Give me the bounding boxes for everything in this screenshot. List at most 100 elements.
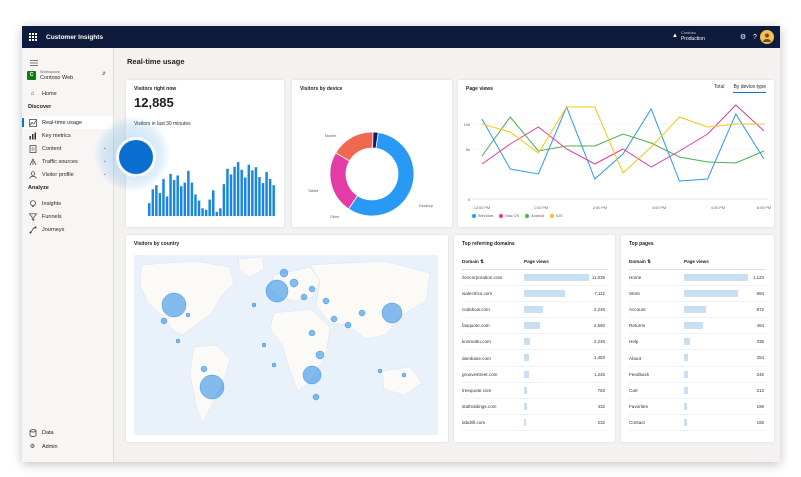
- country-bubble[interactable]: [358, 309, 366, 317]
- table-row[interactable]: Feedback 246: [629, 366, 766, 383]
- waffle-icon[interactable]: [22, 26, 44, 48]
- sidebar-item-data[interactable]: Data: [22, 426, 113, 439]
- tab-by-device-type[interactable]: By device type: [733, 84, 766, 93]
- country-bubble[interactable]: [200, 365, 208, 373]
- table-row[interactable]: zencorporation.com 11,029: [462, 269, 607, 286]
- table-row[interactable]: statholdings.com 432: [462, 398, 607, 416]
- bar[interactable]: [258, 176, 261, 216]
- column-header-page-views[interactable]: Page views: [524, 255, 607, 270]
- bar[interactable]: [261, 183, 265, 216]
- bar[interactable]: [165, 196, 169, 216]
- table-row[interactable]: Store 984: [629, 285, 766, 302]
- sidebar-item-real-time-usage[interactable]: Real-time usage: [22, 116, 113, 129]
- bar[interactable]: [240, 169, 243, 216]
- country-bubble[interactable]: [160, 317, 168, 325]
- bar[interactable]: [162, 179, 165, 216]
- table-row[interactable]: konmattu.com 2,245: [462, 333, 607, 351]
- avatar-icon[interactable]: [760, 30, 774, 44]
- tab-total[interactable]: Total: [713, 84, 725, 90]
- workspace-selector[interactable]: C Workspace Contoso Web ⇵: [27, 67, 111, 83]
- bar[interactable]: [148, 203, 151, 216]
- bar[interactable]: [251, 170, 254, 216]
- bar[interactable]: [194, 194, 197, 216]
- country-bubble[interactable]: [199, 374, 225, 400]
- country-bubble[interactable]: [308, 285, 316, 293]
- legend-item[interactable]: iOS: [550, 214, 563, 218]
- country-bubble[interactable]: [289, 278, 299, 288]
- help-icon[interactable]: ?: [753, 33, 757, 41]
- country-bubble[interactable]: [302, 365, 322, 385]
- donut-slice[interactable]: [335, 131, 374, 162]
- table-row[interactable]: Account 872: [629, 301, 766, 319]
- bar[interactable]: [215, 211, 219, 216]
- country-bubble[interactable]: [175, 338, 181, 344]
- bar[interactable]: [158, 192, 162, 216]
- country-bubble[interactable]: [312, 393, 320, 401]
- table-row[interactable]: Returns 464: [629, 317, 766, 335]
- bar[interactable]: [169, 173, 172, 216]
- bar[interactable]: [183, 182, 187, 216]
- table-row[interactable]: isalectrics.com 7,112: [462, 285, 607, 302]
- table-row[interactable]: labdrill.com 232: [462, 414, 607, 432]
- bar[interactable]: [172, 180, 176, 216]
- country-bubble[interactable]: [381, 302, 403, 324]
- bar[interactable]: [219, 208, 222, 216]
- bar[interactable]: [190, 182, 194, 216]
- table-row[interactable]: dambase.com 1,453: [462, 349, 607, 367]
- table-row[interactable]: groovestreet.com 1,245: [462, 366, 607, 383]
- donut-slice[interactable]: [348, 132, 415, 217]
- environment-picker[interactable]: ▲ Contoso Production: [672, 30, 705, 42]
- country-bubble[interactable]: [377, 368, 383, 374]
- country-bubble[interactable]: [279, 268, 289, 278]
- sidebar-item-admin[interactable]: ⚙ Admin: [22, 440, 113, 453]
- bar[interactable]: [247, 164, 251, 216]
- legend-item[interactable]: Mac OS: [499, 214, 519, 218]
- bar[interactable]: [254, 167, 258, 216]
- table-row[interactable]: fasquote.com 2,560: [462, 317, 607, 335]
- table-row[interactable]: treequote.com 763: [462, 382, 607, 400]
- column-header-domain[interactable]: Domain ⇅: [462, 255, 524, 270]
- series-line[interactable]: [481, 105, 765, 182]
- table-row[interactable]: Home 1,123: [629, 269, 766, 286]
- country-bubble[interactable]: [251, 302, 257, 308]
- gear-icon[interactable]: ⚙: [739, 34, 747, 41]
- bar[interactable]: [212, 190, 215, 216]
- country-bubble[interactable]: [300, 293, 308, 301]
- bar[interactable]: [204, 209, 208, 216]
- hamburger-icon[interactable]: [30, 53, 38, 66]
- series-line[interactable]: [481, 104, 765, 168]
- bar[interactable]: [244, 177, 247, 217]
- series-line[interactable]: [481, 106, 764, 174]
- donut-slice[interactable]: [372, 131, 379, 149]
- sidebar-item-key-metrics[interactable]: Key metrics: [22, 129, 113, 142]
- legend-item[interactable]: Android: [525, 214, 544, 218]
- bar[interactable]: [151, 189, 155, 216]
- country-bubble[interactable]: [330, 315, 338, 323]
- bar[interactable]: [233, 166, 236, 216]
- country-bubble[interactable]: [308, 329, 316, 337]
- table-row[interactable]: Cart 213: [629, 382, 766, 400]
- sidebar-item-insights[interactable]: Insights: [22, 197, 113, 210]
- country-bubble[interactable]: [271, 362, 277, 368]
- legend-item[interactable]: Windows: [472, 214, 493, 218]
- country-bubble[interactable]: [265, 279, 289, 303]
- sidebar-item-visitor-profile[interactable]: Visitor profile ⌄: [22, 168, 113, 181]
- table-row[interactable]: About 254: [629, 349, 766, 367]
- bar[interactable]: [222, 184, 226, 216]
- table-row[interactable]: codshow.com 2,245: [462, 301, 607, 319]
- bar[interactable]: [265, 171, 268, 216]
- country-bubble[interactable]: [161, 292, 187, 318]
- sidebar-item-funnels[interactable]: Funnels: [22, 210, 113, 223]
- bar[interactable]: [201, 208, 204, 216]
- table-row[interactable]: Help 335: [629, 333, 766, 351]
- country-bubble[interactable]: [315, 350, 325, 360]
- sidebar-item-journeys[interactable]: Journeys: [22, 223, 113, 236]
- column-header-domain[interactable]: Domain ⇅: [629, 255, 684, 270]
- table-row[interactable]: Favorites 198: [629, 398, 766, 416]
- bar[interactable]: [180, 186, 183, 216]
- sidebar-item-traffic-sources[interactable]: Traffic sources ⌄: [22, 155, 113, 168]
- series-line[interactable]: [481, 116, 765, 164]
- bar[interactable]: [229, 174, 233, 216]
- sidebar-item-home[interactable]: ⌂ Home: [22, 87, 113, 100]
- table-row[interactable]: Contact 155: [629, 414, 766, 432]
